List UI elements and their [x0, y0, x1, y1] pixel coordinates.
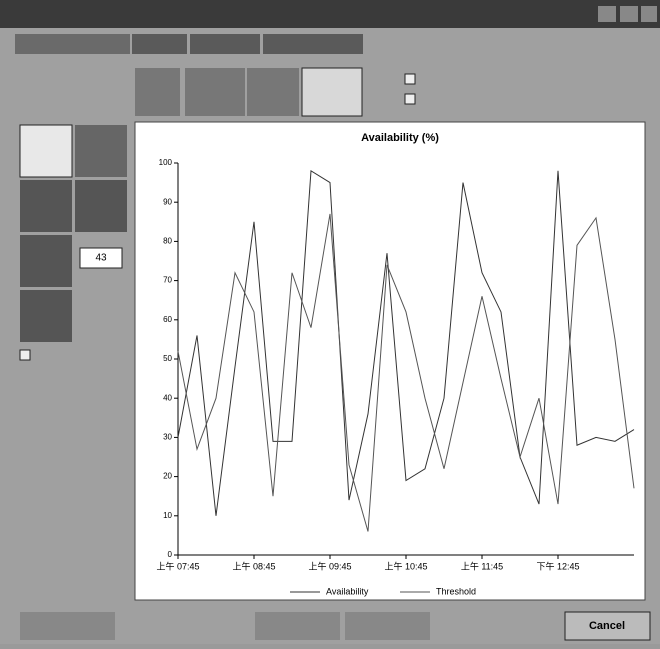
maximize-button[interactable] [620, 6, 638, 22]
y-tick-label: 80 [163, 237, 172, 246]
title-bar [0, 0, 660, 28]
y-tick-label: 0 [168, 550, 173, 559]
legend-label: Threshold [436, 586, 476, 596]
chart-type-button[interactable] [75, 125, 127, 177]
cancel-label: Cancel [589, 620, 625, 632]
tab[interactable] [15, 34, 130, 54]
minimize-button[interactable] [598, 6, 616, 22]
page: 43 Availability (%) Cancel 0 10 20 30 40 50 60… [0, 0, 660, 644]
x-tick-label: 上午 08:45 [232, 560, 275, 571]
input-value: 43 [95, 253, 107, 264]
x-tick-label: 下午 12:45 [536, 560, 579, 571]
chart-type-button[interactable] [20, 290, 72, 342]
tab[interactable] [132, 34, 187, 54]
chart-type-button[interactable] [75, 180, 127, 232]
y-tick-label: 60 [163, 315, 172, 324]
y-tick-label: 50 [163, 354, 172, 363]
x-tick-label: 上午 10:45 [384, 560, 427, 571]
y-tick-label: 40 [163, 393, 172, 402]
y-tick-label: 70 [163, 276, 172, 285]
chart-type-button[interactable] [20, 180, 72, 232]
x-tick-label: 上午 07:45 [156, 560, 199, 571]
toolbar-button[interactable] [302, 68, 362, 116]
x-tick-label: 上午 09:45 [308, 560, 351, 571]
checkbox[interactable] [405, 74, 415, 84]
close-button[interactable] [641, 6, 657, 22]
y-tick-label: 10 [163, 511, 172, 520]
chart-type-button[interactable] [20, 235, 72, 287]
button[interactable] [255, 612, 340, 640]
y-tick-label: 20 [163, 472, 172, 481]
toolbar-button[interactable] [185, 68, 245, 116]
dialog: 43 Availability (%) Cancel 0 10 20 30 40 50 60… [0, 0, 660, 644]
x-tick-label: 上午 11:45 [461, 560, 503, 571]
tab[interactable] [263, 34, 363, 54]
chart-title: Availability (%) [361, 132, 439, 144]
tab[interactable] [190, 34, 260, 54]
chart-type-button[interactable] [20, 125, 72, 177]
y-tick-label: 90 [163, 197, 172, 206]
y-tick-label: 30 [163, 433, 172, 442]
checkbox[interactable] [20, 350, 30, 360]
y-tick-label: 100 [159, 158, 173, 167]
checkbox[interactable] [405, 94, 415, 104]
button[interactable] [20, 612, 115, 640]
legend-label: Availability [326, 586, 369, 596]
toolbar-button[interactable] [247, 68, 299, 116]
toolbar-button[interactable] [135, 68, 180, 116]
button[interactable] [345, 612, 430, 640]
